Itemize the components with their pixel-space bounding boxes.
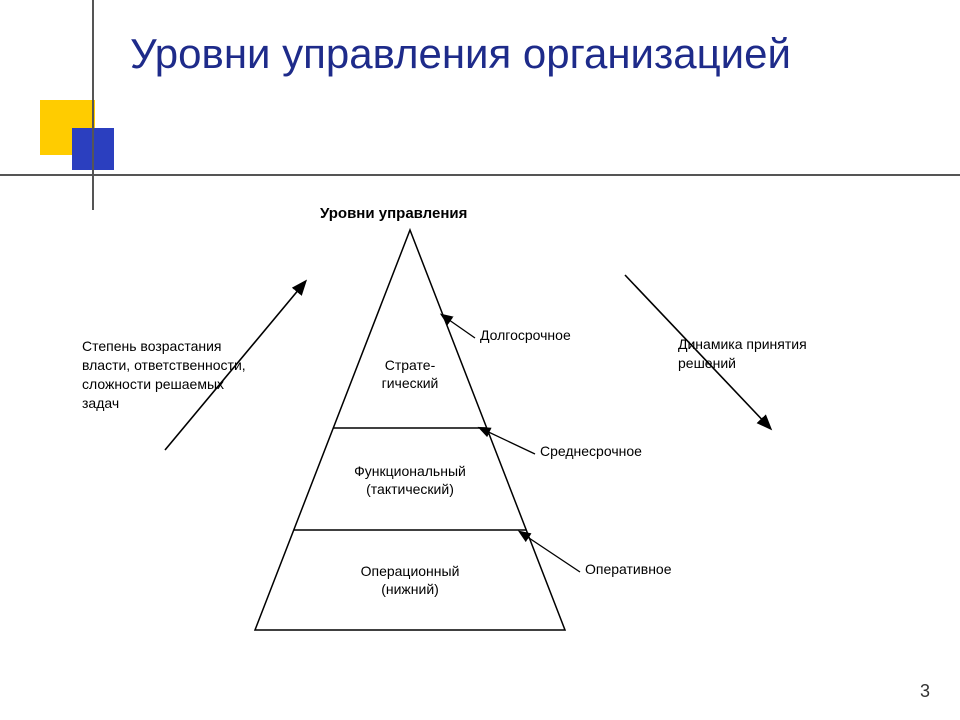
pyramid-level-mid: Функциональный (тактический) [310, 462, 510, 498]
right-arrow-label: Динамика принятия решений [678, 335, 848, 373]
pyramid-level-bottom: Операционный (нижний) [310, 562, 510, 598]
pyramid-diagram: Уровни управления Страте- гический Функц… [0, 0, 960, 720]
level-top-line1: Страте- [385, 357, 436, 373]
level-bottom-line1: Операционный [361, 563, 460, 579]
level-mid-line2: (тактический) [366, 481, 454, 497]
callout-long-term: Долгосрочное [480, 326, 571, 344]
level-mid-line1: Функциональный [354, 463, 466, 479]
page-number: 3 [920, 681, 930, 702]
level-bottom-line2: (нижний) [381, 581, 439, 597]
callout-operative: Оперативное [585, 560, 672, 578]
callout-mid-term: Среднесрочное [540, 442, 642, 460]
level-top-line2: гический [382, 375, 439, 391]
left-arrow-label: Степень возрастания власти, ответственно… [82, 337, 252, 413]
pyramid-level-top: Страте- гический [310, 356, 510, 392]
